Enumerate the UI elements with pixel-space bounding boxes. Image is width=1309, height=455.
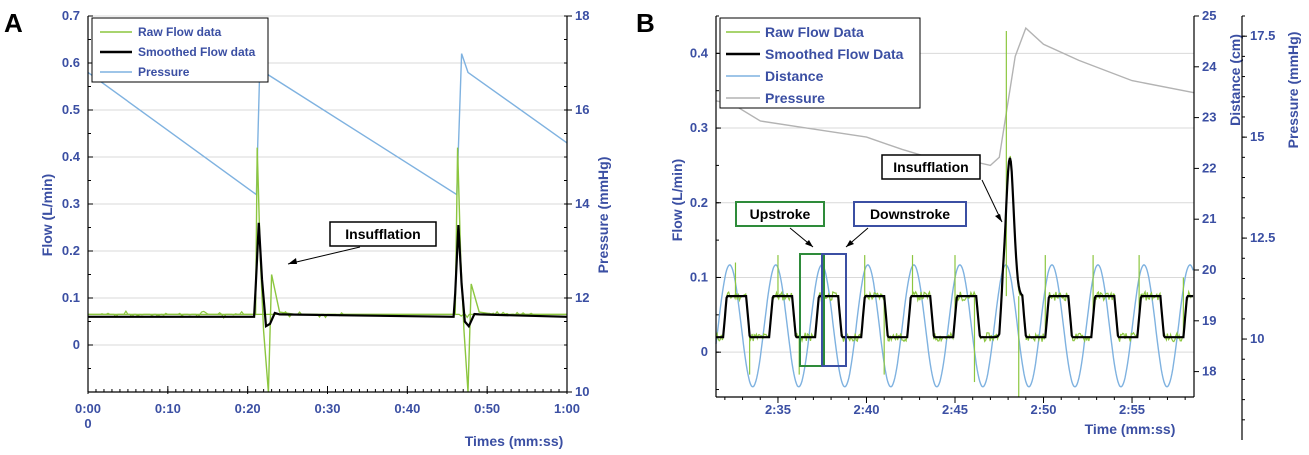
y-tick-label: 0: [701, 344, 708, 359]
panel-b-ylabel-right: Distance (cm): [1227, 34, 1243, 126]
annotation-insufflation: Insufflation: [345, 226, 420, 242]
y-right2-tick-label: 17.5: [1250, 28, 1275, 43]
panel-a-ylabel: Flow (L/min): [39, 174, 55, 256]
x-tick-label: 0:00: [75, 401, 101, 416]
panel-b-y-right-ticks: 18 19 20 21 22 23 24 25: [1194, 8, 1217, 379]
annotation-box: [881, 154, 981, 180]
x-tick-label: 2:35: [765, 402, 791, 417]
panel-a-y-ticks: 0 0.1 0.2 0.3 0.4 0.5 0.6 0.7: [62, 8, 93, 393]
y-right-tick-label: 24: [1202, 59, 1217, 74]
legend-entry: Distance: [765, 68, 824, 84]
annotation-arrowhead: [288, 258, 297, 264]
panel-b-legend: Raw Flow Data Smoothed Flow Data Distance P…: [719, 17, 921, 109]
annotation-arrowhead: [995, 214, 1002, 222]
panel-letter-b: B: [636, 8, 655, 38]
panel-a-annotations: Insufflation: [287, 221, 437, 265]
panel-a-xlabel: Times (mm:ss): [465, 433, 564, 449]
y-right-tick-label: 18: [575, 8, 589, 23]
panel-a-x-ticks: 0:00 0:10 0:20 0:30 0:40 0:50 1:00 0: [75, 386, 580, 431]
x-tick-label: 0:50: [474, 401, 500, 416]
x-tick-label: 2:50: [1031, 402, 1057, 417]
upstroke-region-box: [799, 253, 825, 367]
downstroke-arrowhead: [846, 240, 854, 247]
y-right2-tick-label: 10: [1250, 331, 1264, 346]
y-tick-label: 0: [73, 337, 80, 352]
y-right-tick-label: 14: [575, 196, 590, 211]
series-smoothed-flow-line: [88, 222, 568, 329]
y-tick-label: 0.1: [690, 269, 708, 284]
y-right2-tick-label: 15: [1250, 129, 1264, 144]
y-tick-label: 0.4: [690, 45, 709, 60]
y-tick-label: 0.1: [62, 290, 80, 305]
legend-entry: Smoothed Flow Data: [765, 46, 904, 62]
y-tick-label: 0.2: [62, 243, 80, 258]
x-tick-label: 1:00: [554, 401, 580, 416]
panel-a: A Flow (L/min) Pressure (mmHg) Times (mm…: [4, 8, 611, 449]
legend-entry: Pressure: [765, 90, 825, 106]
y-tick-label: 0.6: [62, 55, 80, 70]
x-tick-label: 2:40: [853, 402, 879, 417]
panel-b-ylabel-right2: Pressure (mmHg): [1285, 32, 1301, 149]
y-right-tick-label: 19: [1202, 313, 1216, 328]
y-tick-label: 0.2: [690, 195, 708, 210]
panel-a-y-right-ticks: 10 12 14 16 18: [564, 8, 590, 399]
y-tick-label: 0.3: [690, 120, 708, 135]
y-right-tick-label: 22: [1202, 160, 1216, 175]
x-tick-label: 0:30: [314, 401, 340, 416]
annotation-upstroke: Upstroke: [750, 206, 811, 222]
x-tick-label: 2:55: [1119, 402, 1145, 417]
legend-entry: Raw Flow Data: [765, 24, 864, 40]
y-right-tick-label: 23: [1202, 110, 1216, 125]
y-right-tick-label: 12: [575, 290, 589, 305]
legend-entry: Smoothed Flow data: [138, 45, 256, 59]
y-right-tick-label: 18: [1202, 364, 1216, 379]
legend-box: [719, 17, 921, 109]
panel-a-legend: Raw Flow data Smoothed Flow data Pressure: [91, 17, 269, 83]
panel-letter-a: A: [4, 8, 23, 38]
legend-entry: Pressure: [138, 65, 190, 79]
panel-a-series: [87, 44, 568, 393]
upstroke-arrowhead: [805, 240, 813, 247]
y-tick-label: 0.3: [62, 196, 80, 211]
y-right-tick-label: 16: [575, 102, 589, 117]
y-tick-label: 0.7: [62, 8, 80, 23]
y-right-tick-label: 21: [1202, 211, 1216, 226]
annotation-box: [329, 221, 437, 247]
y-tick-label: 0.4: [62, 149, 81, 164]
y-right-tick-label: 25: [1202, 8, 1216, 23]
x-tick-label: 0:40: [394, 401, 420, 416]
upstroke-label-box: [735, 201, 825, 227]
series-raw-flow-line: [88, 147, 567, 393]
x-tick-label: 0:20: [235, 401, 261, 416]
y-tick-label: 0.5: [62, 102, 80, 117]
panel-b: B Flow (L/min) Distance (cm) Pressure (m…: [636, 8, 1301, 440]
annotation-arrow: [287, 246, 361, 265]
y-right2-tick-label: 12.5: [1250, 230, 1275, 245]
legend-entry: Raw Flow data: [138, 25, 222, 39]
y-right-tick-label: 10: [575, 384, 589, 399]
panel-a-axes: [87, 16, 568, 393]
annotation-downstroke: Downstroke: [870, 206, 950, 222]
panel-b-ylabel: Flow (L/min): [669, 159, 685, 241]
y-right-tick-label: 20: [1202, 262, 1216, 277]
x-tick-label: 2:45: [942, 402, 968, 417]
annotation-insufflation: Insufflation: [893, 159, 968, 175]
panel-b-axes: [715, 16, 1243, 440]
downstroke-region-box: [821, 253, 847, 367]
panel-b-y-right2-ticks: 10 12.5 15 17.5: [1242, 15, 1275, 421]
series-smoothed-flow-line: [716, 157, 1194, 339]
panel-b-annotations: Insufflation Upstroke Downstroke: [735, 154, 1003, 367]
downstroke-label-box: [853, 201, 967, 227]
x-tick-label-extra: 0: [84, 416, 91, 431]
panel-a-ylabel-right: Pressure (mmHg): [595, 157, 611, 274]
panel-b-xlabel: Time (mm:ss): [1085, 421, 1176, 437]
x-tick-label: 0:10: [155, 401, 181, 416]
panel-b-x-ticks: 2:35 2:40 2:45 2:50 2:55: [724, 397, 1186, 417]
